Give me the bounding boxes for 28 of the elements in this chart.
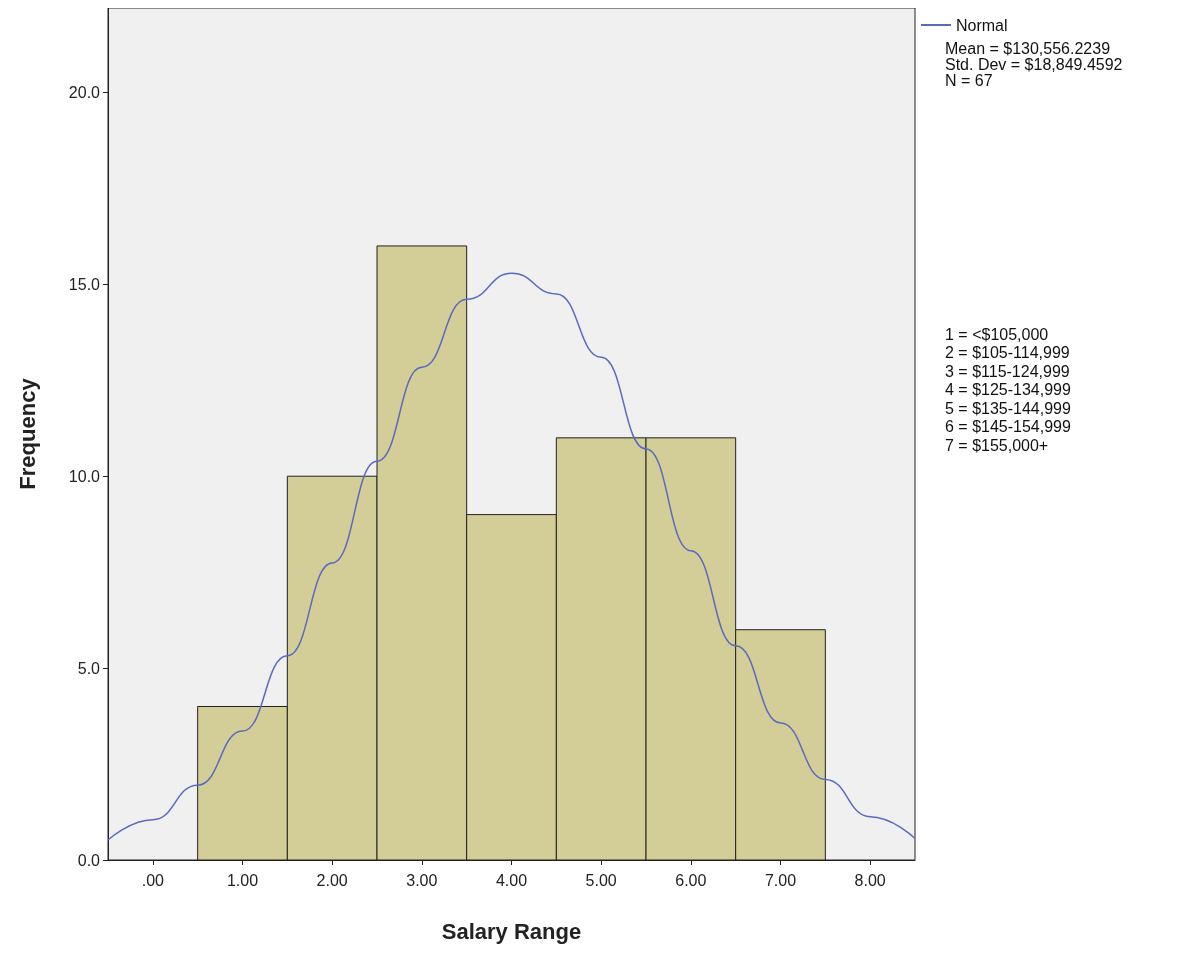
line-series: [107, 272, 916, 841]
text: 1 = <$105,000: [945, 325, 1049, 343]
x-tick-label: 7.00: [764, 871, 797, 889]
x-tick-label: .00: [141, 871, 165, 889]
x-axis-title: Salary Range: [441, 918, 582, 944]
text: 7 = $155,000+: [945, 436, 1049, 454]
x-tick-label: 1.00: [226, 871, 259, 889]
y-tick-label: 5.0: [77, 659, 101, 677]
y-tick-label: 15.0: [68, 275, 101, 293]
text: 3 = $115-124,999: [945, 362, 1070, 380]
x-tick-label: 6.00: [675, 871, 707, 889]
text: Std. Dev = $18,849.4592: [945, 55, 1123, 73]
x-tick-label: 5.00: [585, 871, 617, 889]
y-tick-label: 10.0: [68, 467, 101, 485]
y-tick-label: 20.0: [68, 83, 101, 101]
x-tick-label: 3.00: [406, 871, 438, 889]
text: 6 = $145-154,999: [945, 418, 1071, 435]
text: N = 67: [945, 71, 993, 89]
text: 5 = $135-144,999: [945, 399, 1071, 417]
x-tick-label: 8.00: [854, 871, 886, 889]
legend-label: Normal: [956, 16, 1008, 34]
y-axis-title: Frequency: [14, 377, 40, 490]
y-tick-label: 0.0: [77, 851, 101, 869]
text: 4 = $125-134,999: [945, 381, 1071, 398]
x-tick-label: 4.00: [495, 871, 528, 889]
x-tick-label: 2.00: [316, 871, 348, 889]
text: Mean = $130,556.2239: [945, 39, 1111, 57]
text: 2 = $105-114,999: [945, 344, 1070, 361]
